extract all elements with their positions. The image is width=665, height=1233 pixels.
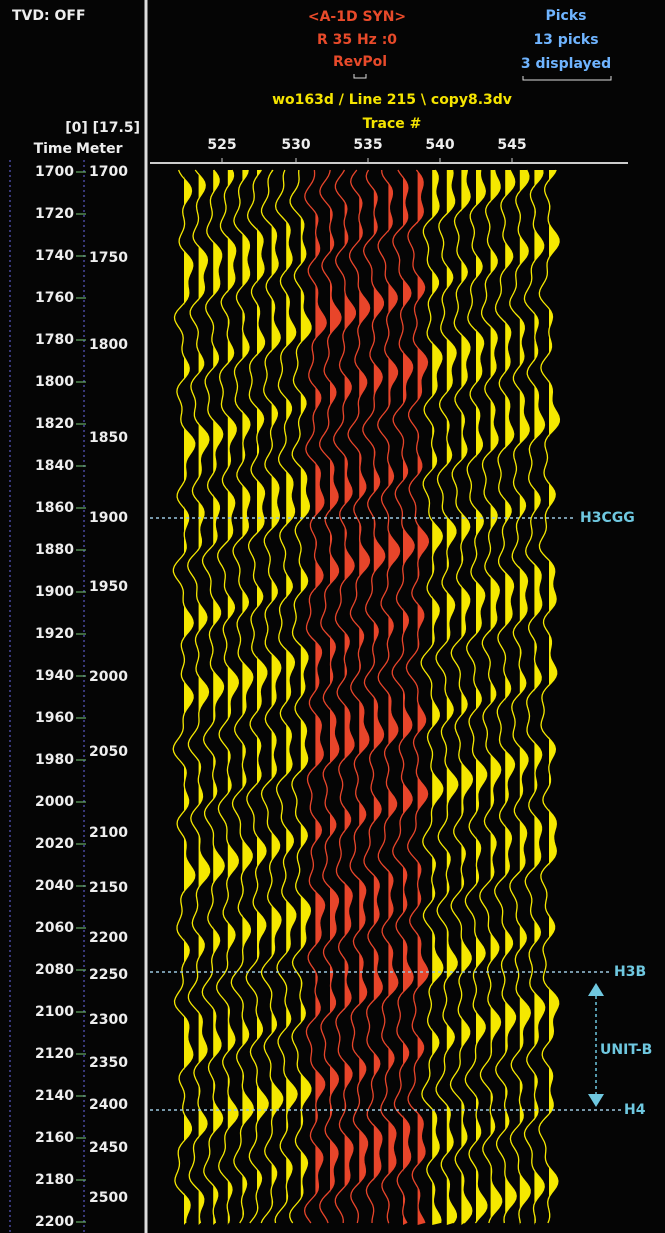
time-label: 2080 bbox=[35, 962, 74, 978]
time-label: 1720 bbox=[35, 206, 74, 222]
meter-label: 2000 bbox=[89, 669, 128, 685]
trace-tick-label: 540 bbox=[425, 137, 454, 153]
trace-axis-title: Trace # bbox=[363, 116, 422, 132]
meter-label: 1800 bbox=[89, 337, 128, 353]
time-label: 1740 bbox=[35, 248, 74, 264]
meter-label: 1750 bbox=[89, 250, 128, 266]
meter-label: 2250 bbox=[89, 967, 128, 983]
time-label: 1940 bbox=[35, 668, 74, 684]
time-label: 2000 bbox=[35, 794, 74, 810]
meter-label: 2050 bbox=[89, 744, 128, 760]
time-label: 2160 bbox=[35, 1130, 74, 1146]
line-title: wo163d / Line 215 \ copy8.3dv bbox=[272, 92, 512, 108]
meter-label: 2500 bbox=[89, 1190, 128, 1206]
meter-label: 1700 bbox=[89, 164, 128, 180]
horizon-label: H3CGG bbox=[580, 510, 635, 526]
time-label: 1860 bbox=[35, 500, 74, 516]
synthetic-name: <A-1D SYN> bbox=[308, 9, 406, 25]
trace-tick-label: 545 bbox=[497, 137, 526, 153]
time-label: 1700 bbox=[35, 164, 74, 180]
background bbox=[0, 0, 665, 1233]
picks-displayed: 3 displayed bbox=[521, 56, 611, 72]
meter-label: 1900 bbox=[89, 510, 128, 526]
meter-label: 1850 bbox=[89, 430, 128, 446]
meter-header: Meter bbox=[76, 141, 123, 157]
time-label: 2140 bbox=[35, 1088, 74, 1104]
synthetic-params: R 35 Hz :0 bbox=[317, 32, 397, 48]
horizon-label: H4 bbox=[624, 1102, 646, 1118]
trace-tick-label: 530 bbox=[281, 137, 310, 153]
picks-title: Picks bbox=[545, 8, 586, 24]
trace-tick-label: 535 bbox=[353, 137, 382, 153]
meter-label: 2300 bbox=[89, 1012, 128, 1028]
time-label: 1820 bbox=[35, 416, 74, 432]
unit-label: UNIT-B bbox=[600, 1042, 652, 1058]
meter-label: 2150 bbox=[89, 880, 128, 896]
time-label: 2100 bbox=[35, 1004, 74, 1020]
time-label: 1880 bbox=[35, 542, 74, 558]
meter-label: 2450 bbox=[89, 1140, 128, 1156]
time-label: 1800 bbox=[35, 374, 74, 390]
meter-label: 2200 bbox=[89, 930, 128, 946]
time-label: 2200 bbox=[35, 1214, 74, 1230]
time-label: 2120 bbox=[35, 1046, 74, 1062]
meter-label: 2400 bbox=[89, 1097, 128, 1113]
time-label: 1960 bbox=[35, 710, 74, 726]
time-label: 2180 bbox=[35, 1172, 74, 1188]
time-label: 1760 bbox=[35, 290, 74, 306]
time-label: 1900 bbox=[35, 584, 74, 600]
meter-label: 2100 bbox=[89, 825, 128, 841]
time-label: 1980 bbox=[35, 752, 74, 768]
horizon-label: H3B bbox=[614, 964, 646, 980]
trace-tick-label: 525 bbox=[207, 137, 236, 153]
time-label: 2040 bbox=[35, 878, 74, 894]
time-label: 2020 bbox=[35, 836, 74, 852]
picks-count: 13 picks bbox=[533, 32, 598, 48]
time-label: 1920 bbox=[35, 626, 74, 642]
time-header: Time bbox=[34, 141, 72, 157]
meter-label: 1950 bbox=[89, 579, 128, 595]
seismic-display: 525 530 535 540 545 1700 1720 1740 1760 1780 1800 1… bbox=[0, 0, 665, 1233]
time-label: 1840 bbox=[35, 458, 74, 474]
range-header: [0] [17.5] bbox=[65, 120, 140, 136]
synthetic-polarity: RevPol bbox=[333, 54, 387, 70]
tvd-status: TVD: OFF bbox=[12, 8, 86, 24]
meter-label: 2350 bbox=[89, 1055, 128, 1071]
time-label: 1780 bbox=[35, 332, 74, 348]
time-label: 2060 bbox=[35, 920, 74, 936]
